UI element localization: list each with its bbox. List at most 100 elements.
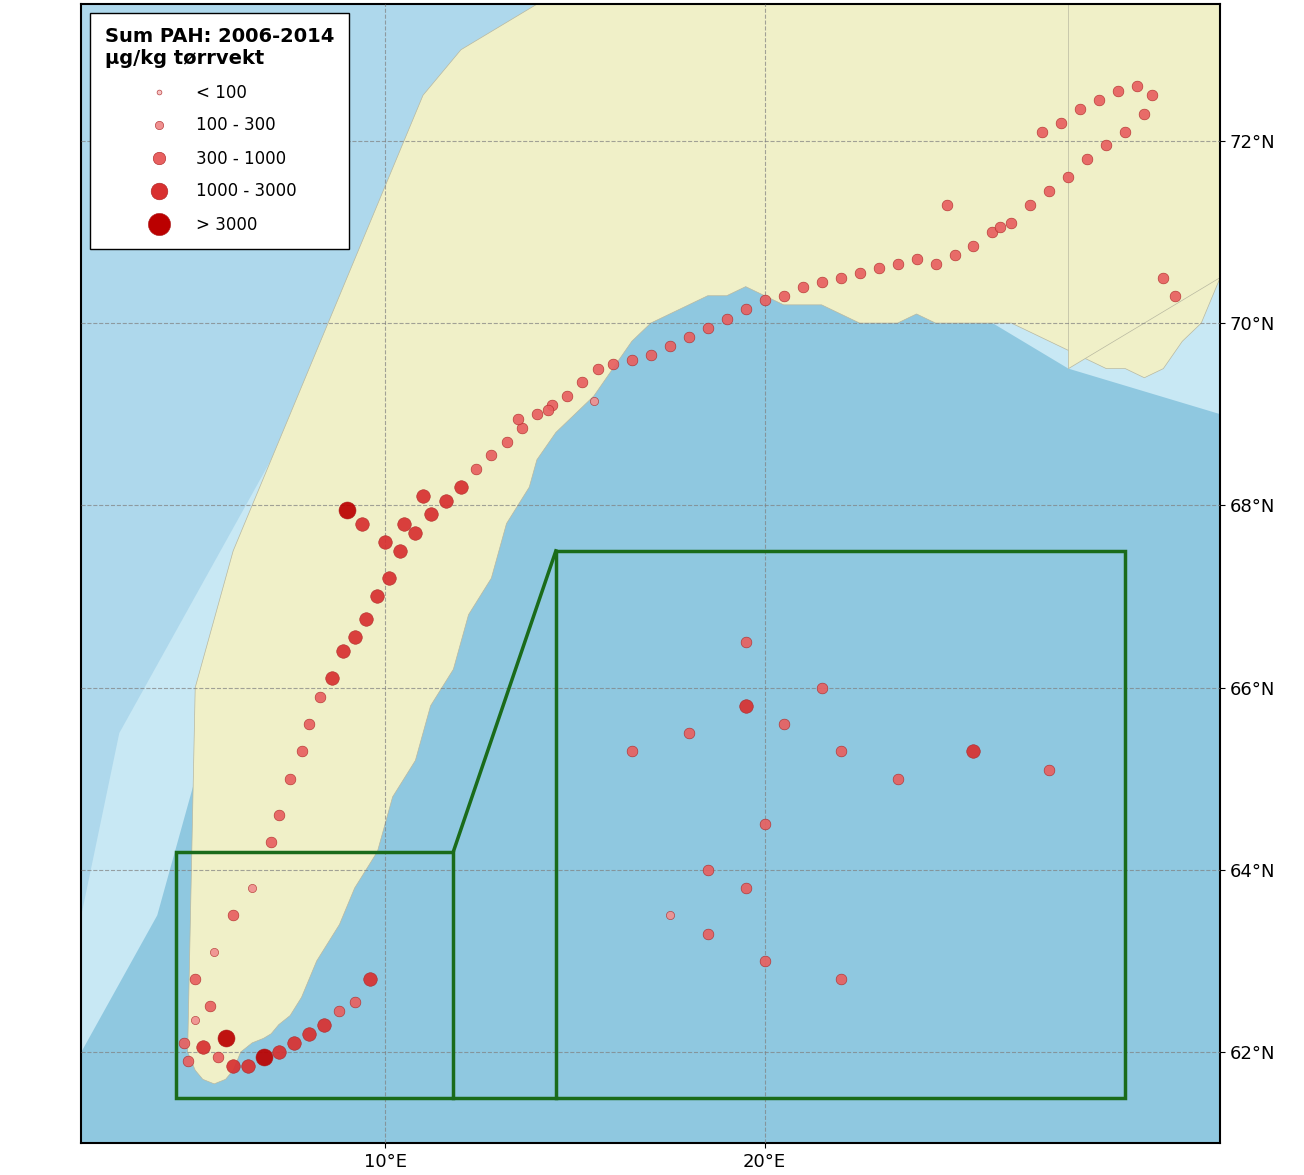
Point	[173, 1034, 194, 1053]
Point	[1031, 122, 1052, 141]
Point	[1051, 113, 1072, 132]
Point	[887, 770, 908, 788]
Point	[185, 969, 206, 988]
Point	[982, 222, 1003, 241]
Point	[735, 300, 756, 318]
Polygon shape	[188, 5, 1221, 1083]
Point	[1058, 168, 1078, 187]
Point	[283, 1034, 304, 1053]
Point	[1115, 122, 1136, 141]
Point	[1107, 81, 1128, 100]
Point	[906, 250, 927, 269]
Point	[223, 906, 244, 925]
Point	[223, 1056, 244, 1075]
Point	[451, 478, 472, 497]
Polygon shape	[81, 5, 1221, 1052]
Point	[1141, 86, 1162, 105]
Point	[200, 998, 220, 1016]
Point	[698, 318, 719, 337]
Point	[811, 678, 832, 697]
Point	[1134, 105, 1155, 123]
Point	[378, 569, 399, 588]
Point	[964, 741, 985, 760]
Point	[496, 432, 516, 451]
Point	[1089, 90, 1110, 109]
Point	[481, 445, 502, 464]
Point	[990, 219, 1011, 237]
Point	[735, 879, 756, 898]
Point	[660, 336, 681, 355]
Point	[622, 350, 643, 369]
Point	[1164, 287, 1185, 306]
Point	[333, 642, 353, 660]
Point	[390, 542, 411, 560]
Point	[412, 486, 433, 505]
Point	[1039, 760, 1060, 779]
Legend: < 100, 100 - 300, 300 - 1000, 1000 - 3000, > 3000: < 100, 100 - 300, 300 - 1000, 1000 - 300…	[90, 13, 349, 248]
Point	[849, 263, 870, 282]
Point	[185, 1010, 206, 1029]
Point	[394, 515, 415, 533]
Point	[716, 309, 737, 328]
Point	[329, 1001, 349, 1020]
Point	[193, 1038, 214, 1056]
Point	[698, 925, 719, 944]
Point	[299, 1025, 319, 1043]
Point	[622, 741, 643, 760]
Point	[279, 770, 300, 788]
Point	[1077, 149, 1098, 168]
Point	[831, 268, 852, 287]
Point	[253, 1047, 274, 1066]
Point	[269, 1042, 289, 1061]
Point	[572, 372, 593, 391]
Point	[203, 942, 224, 961]
Point	[356, 610, 377, 629]
Polygon shape	[1068, 5, 1221, 369]
Point	[754, 291, 775, 310]
Point	[735, 632, 756, 651]
Point	[322, 669, 343, 687]
Point	[831, 969, 852, 988]
Point	[640, 345, 661, 364]
Point	[868, 258, 889, 277]
Point	[406, 523, 426, 542]
Polygon shape	[81, 5, 575, 915]
Point	[537, 401, 558, 419]
Point	[511, 418, 532, 437]
Point	[466, 459, 486, 478]
Point	[360, 969, 381, 988]
Point	[773, 287, 794, 306]
Point	[811, 273, 832, 291]
Point	[1001, 214, 1022, 233]
Point	[215, 1029, 236, 1048]
Point	[420, 505, 441, 524]
Point	[207, 1047, 228, 1066]
Point	[291, 741, 312, 760]
Point	[344, 627, 365, 646]
Point	[1020, 195, 1041, 214]
Point	[831, 741, 852, 760]
Point	[557, 387, 578, 405]
Point	[527, 404, 548, 423]
Point	[269, 806, 289, 825]
Point	[1127, 76, 1148, 95]
Point	[793, 277, 814, 296]
Point	[374, 532, 395, 551]
Point	[754, 814, 775, 833]
Point	[678, 328, 699, 347]
Point	[678, 724, 699, 743]
Point	[237, 1056, 258, 1075]
Point	[944, 246, 965, 264]
Point	[507, 409, 528, 428]
Point	[1095, 136, 1116, 155]
Point	[336, 501, 357, 519]
Point	[887, 255, 908, 274]
Point	[602, 355, 623, 374]
Point	[352, 515, 373, 533]
Point	[299, 714, 319, 733]
Point	[587, 360, 608, 378]
Point	[660, 906, 681, 925]
Point	[1153, 268, 1174, 287]
Point	[261, 833, 282, 852]
Point	[1039, 182, 1060, 201]
